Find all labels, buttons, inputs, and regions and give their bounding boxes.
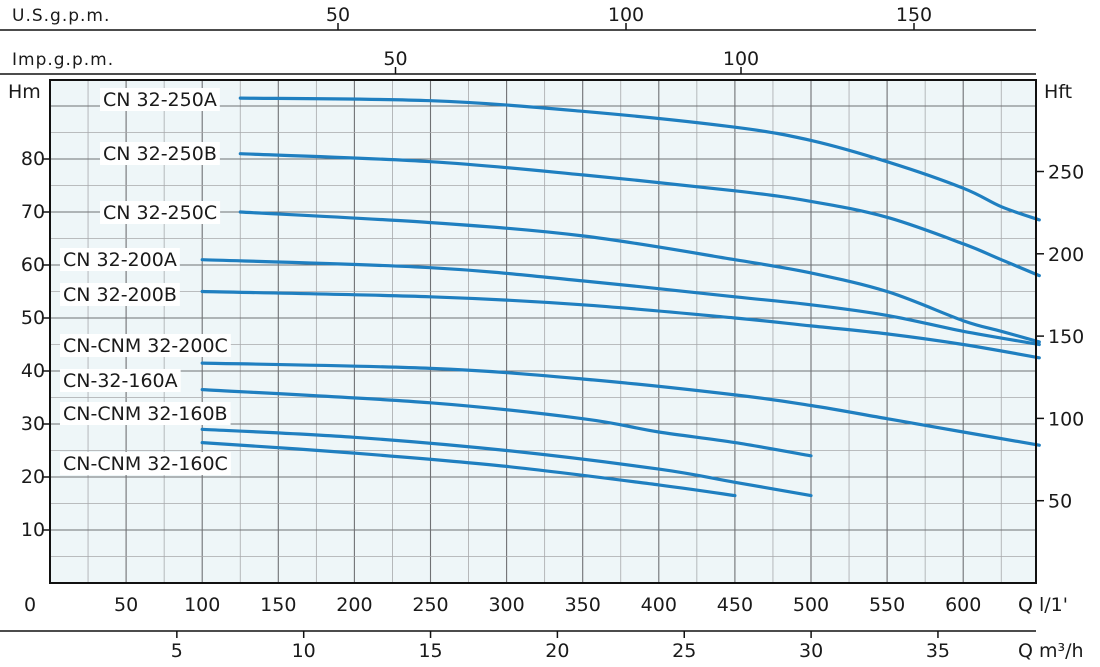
bottom-axis-unit-label: Q l/1' <box>1018 594 1068 616</box>
pump-curve <box>200 441 737 498</box>
left-axis-tick-label: 40 <box>21 360 45 382</box>
pump-curve <box>238 152 1041 278</box>
bottom-axis-tick-label: 500 <box>793 594 829 616</box>
m3h-axis-tick-label: 15 <box>418 640 442 662</box>
bottom-axis-tick-label: 600 <box>945 594 981 616</box>
curve-label: CN 32-250A <box>103 89 217 111</box>
curve-label: CN-CNM 32-160C <box>63 453 228 475</box>
origin-label: 0 <box>24 594 36 616</box>
bottom-axis-tick-label: 400 <box>641 594 677 616</box>
left-axis-tick-label: 20 <box>21 466 45 488</box>
usgpm-axis-tick-label: 50 <box>326 4 350 26</box>
right-axis-tick-label: 150 <box>1048 326 1084 348</box>
m3h-axis-tick-label: 20 <box>545 640 569 662</box>
pump-curve <box>238 96 1041 222</box>
bottom-axis-tick-label: 100 <box>184 594 220 616</box>
m3h-axis-tick-label: 35 <box>926 640 950 662</box>
curve-label: CN-32-160A <box>63 370 178 392</box>
pump-curve <box>200 427 813 498</box>
pump-curve <box>238 210 1041 344</box>
left-axis-tick-label: 10 <box>21 519 45 541</box>
curve-label: CN-CNM 32-160B <box>63 403 228 425</box>
curve-label-background <box>100 142 220 165</box>
bottom-axis-tick-label: 250 <box>412 594 448 616</box>
plot-frame <box>49 79 1037 584</box>
usgpm-axis-tick-label: 150 <box>896 4 932 26</box>
right-axis-tick-label: 250 <box>1048 162 1084 184</box>
pump-curves <box>200 96 1041 498</box>
bottom-axis-tick-label: 300 <box>488 594 524 616</box>
bottom-axis-tick-label: 150 <box>260 594 296 616</box>
curve-label-background <box>60 248 180 271</box>
impgpm-axis-label: Imp.g.p.m. <box>12 50 114 70</box>
left-axis-tick-label: 70 <box>21 201 45 223</box>
curve-label: CN-CNM 32-200C <box>63 335 228 357</box>
curve-label: CN 32-250C <box>103 202 217 224</box>
bottom-axis-tick-label: 200 <box>336 594 372 616</box>
pump-curve <box>200 289 1041 360</box>
usgpm-axis-label: U.S.g.p.m. <box>12 6 110 26</box>
left-axis-tick-label: 30 <box>21 413 45 435</box>
m3h-axis-tick-label: 30 <box>799 640 823 662</box>
left-axis-tick-label: 60 <box>21 254 45 276</box>
right-axis-label: Hft <box>1044 81 1072 103</box>
curve-label: CN 32-200A <box>63 249 177 271</box>
pump-curve <box>200 258 1041 347</box>
bottom-axis-tick-label: 550 <box>869 594 905 616</box>
m3h-axis-tick-label: 5 <box>171 640 183 662</box>
curve-label-background <box>60 283 180 306</box>
curve-label-background <box>60 334 231 357</box>
curve-label-background <box>100 88 220 111</box>
usgpm-axis-tick-label: 100 <box>608 4 644 26</box>
impgpm-axis-tick-label: 50 <box>383 48 407 70</box>
left-axis-tick-label: 50 <box>21 307 45 329</box>
m3h-axis-tick-label: 10 <box>292 640 316 662</box>
left-axis-tick-label: 80 <box>21 148 45 170</box>
m3h-axis-unit-label: Q m³/h <box>1018 640 1084 662</box>
curve-label-background <box>60 369 181 392</box>
pump-curve <box>200 361 1041 447</box>
bottom-axis-tick-label: 350 <box>565 594 601 616</box>
left-axis-label: Hm <box>8 81 41 103</box>
curve-labels: CN 32-250A CN 32-250B CN 32-250C CN 32-200A… <box>60 88 231 475</box>
bottom-axis-tick-label: 50 <box>114 594 138 616</box>
curve-label-background <box>60 452 231 475</box>
bottom-axis-tick-label: 450 <box>717 594 753 616</box>
curve-label: CN 32-200B <box>63 284 177 306</box>
impgpm-axis-tick-label: 100 <box>723 48 759 70</box>
curve-label-background <box>100 201 221 224</box>
curve-label-background <box>60 402 231 425</box>
axes: Hm 10 20 30 40 50 60 70 80 Hft 50 100 150 200 250 0 50 10… <box>0 4 1084 662</box>
right-axis-tick-label: 200 <box>1048 244 1084 266</box>
right-axis-tick-label: 100 <box>1048 408 1084 430</box>
curve-label: CN 32-250B <box>103 143 217 165</box>
pump-curve <box>200 388 813 458</box>
m3h-axis-tick-label: 25 <box>672 640 696 662</box>
right-axis-tick-label: 50 <box>1048 491 1072 513</box>
